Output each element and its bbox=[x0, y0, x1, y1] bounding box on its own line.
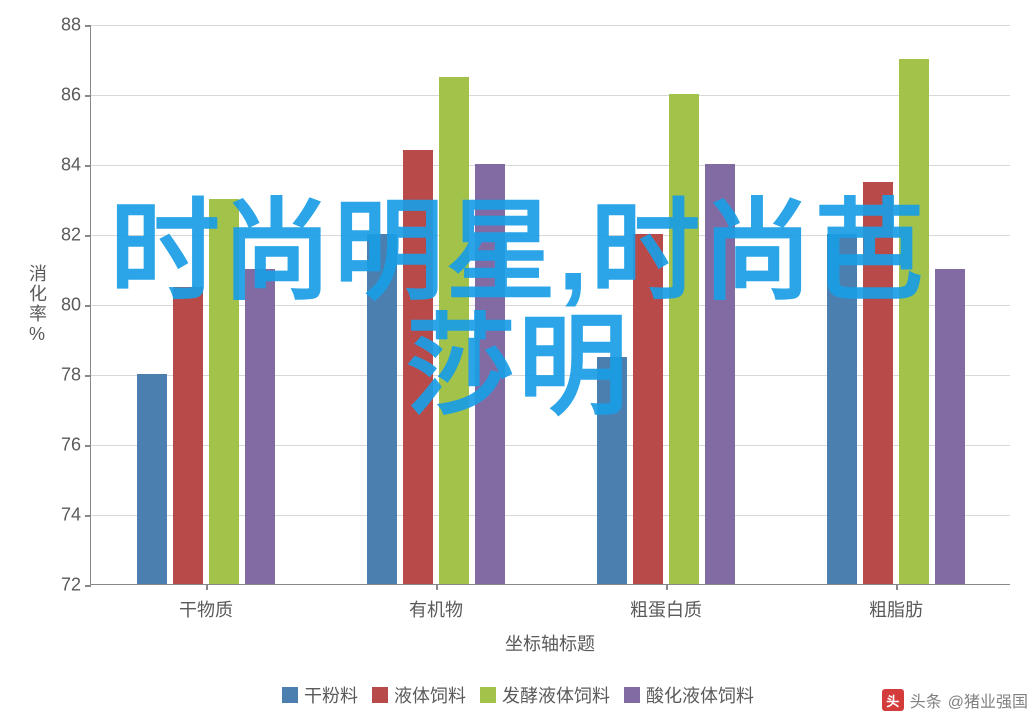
y-tick-label: 82 bbox=[61, 225, 91, 246]
y-tick-label: 88 bbox=[61, 15, 91, 36]
y-axis-label: 消化率% bbox=[24, 264, 90, 346]
toutiao-handle: @猪业强国 bbox=[948, 688, 1028, 712]
overlay-line-1: 时尚明星,时尚芭 bbox=[110, 194, 927, 310]
y-tick-label: 76 bbox=[61, 435, 91, 456]
legend-label: 液体饲料 bbox=[394, 682, 466, 708]
legend-item: 液体饲料 bbox=[372, 682, 466, 708]
toutiao-prefix: 头条 bbox=[910, 688, 942, 712]
legend-swatch bbox=[372, 687, 388, 703]
x-axis-label: 坐标轴标题 bbox=[505, 585, 595, 656]
overlay-line-2: 莎明 bbox=[110, 310, 927, 426]
overlay-watermark-text: 时尚明星,时尚芭 莎明 bbox=[110, 194, 927, 425]
legend-item: 干粉料 bbox=[282, 682, 358, 708]
gridline bbox=[91, 95, 1010, 96]
legend-label: 酸化液体饲料 bbox=[646, 682, 754, 708]
y-tick-label: 74 bbox=[61, 505, 91, 526]
legend: 干粉料 液体饲料 发酵液体饲料 酸化液体饲料 bbox=[282, 682, 754, 708]
y-tick-label: 72 bbox=[61, 575, 91, 596]
legend-item: 发酵液体饲料 bbox=[480, 682, 610, 708]
legend-label: 发酵液体饲料 bbox=[502, 682, 610, 708]
y-tick-label: 84 bbox=[61, 155, 91, 176]
x-tick-label: 有机物 bbox=[409, 584, 463, 622]
gridline bbox=[91, 25, 1010, 26]
toutiao-watermark: 头 头条 @猪业强国 bbox=[882, 688, 1028, 712]
legend-swatch bbox=[624, 687, 640, 703]
legend-swatch bbox=[480, 687, 496, 703]
legend-item: 酸化液体饲料 bbox=[624, 682, 754, 708]
legend-label: 干粉料 bbox=[304, 682, 358, 708]
x-tick-label: 干物质 bbox=[179, 584, 233, 622]
gridline bbox=[91, 165, 1010, 166]
bar bbox=[935, 269, 965, 584]
toutiao-logo-icon: 头 bbox=[882, 689, 904, 711]
x-tick-label: 粗脂肪 bbox=[869, 584, 923, 622]
y-tick-label: 78 bbox=[61, 365, 91, 386]
y-tick-label: 86 bbox=[61, 85, 91, 106]
legend-swatch bbox=[282, 687, 298, 703]
x-tick-label: 粗蛋白质 bbox=[630, 584, 702, 622]
